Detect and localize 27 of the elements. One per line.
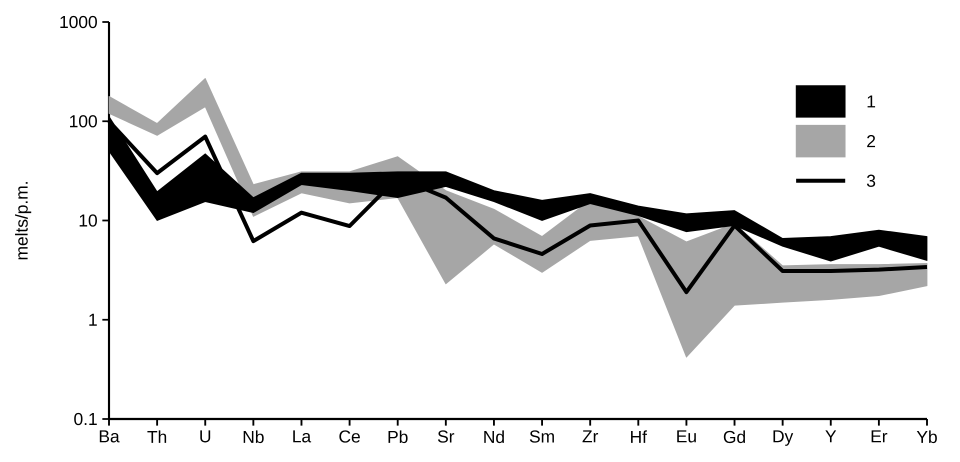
y-tick-label: 100: [70, 115, 97, 128]
x-tick-label: Y: [825, 430, 836, 442]
x-tick-label: Dy: [773, 430, 794, 446]
x-tick-label: Zr: [582, 430, 598, 442]
x-tick-label: Nb: [244, 430, 264, 444]
y-tick-label: 1000: [60, 16, 97, 28]
x-tick-label: Nd: [484, 430, 504, 444]
x-tick-label: Eu: [677, 430, 696, 442]
y-tick-label: 0.1: [74, 412, 97, 426]
y-tick-label: 1: [89, 314, 97, 326]
y-axis-title: melts/p.m.: [15, 182, 32, 260]
x-tick-label: Ce: [339, 430, 360, 443]
y-tick-label: 10: [80, 214, 97, 227]
x-tick-label: Ba: [100, 430, 120, 442]
x-tick-label: Yb: [916, 430, 937, 444]
legend-label: 3: [866, 174, 876, 187]
x-tick-label: Hf: [631, 430, 647, 443]
x-tick-label: Er: [872, 430, 888, 442]
x-tick-label: Gd: [724, 430, 745, 444]
x-tick-label: Sm: [530, 430, 554, 443]
x-tick-label: Sr: [438, 430, 454, 443]
legend-label: 2: [867, 135, 876, 148]
x-tick-label: U: [200, 430, 210, 442]
x-tick-label: Th: [147, 430, 166, 443]
x-tick-label: La: [293, 430, 312, 442]
x-tick-label: Pb: [388, 430, 408, 444]
legend-label: 1: [868, 95, 876, 108]
